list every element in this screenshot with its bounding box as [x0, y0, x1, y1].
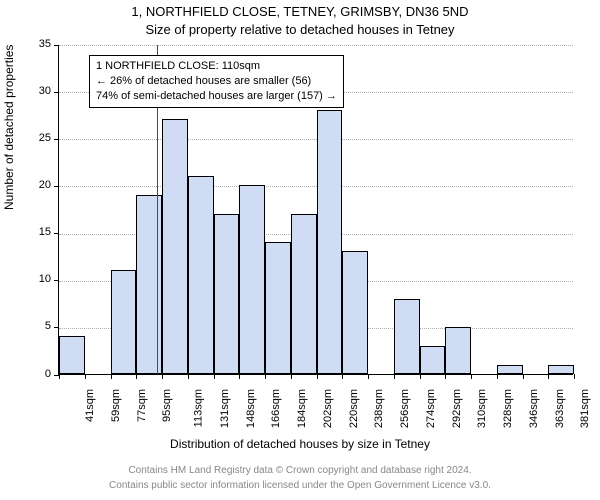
histogram-bar [59, 336, 85, 374]
histogram-bar [111, 270, 137, 374]
x-tick [368, 374, 369, 379]
y-tick-label: 5 [45, 320, 51, 332]
chart-subtitle: Size of property relative to detached ho… [0, 22, 600, 37]
x-tick [265, 374, 266, 379]
histogram-bar [445, 327, 471, 374]
histogram-bar [317, 110, 343, 374]
x-tick [523, 374, 524, 379]
x-tick-label: 184sqm [296, 389, 308, 428]
x-tick [162, 374, 163, 379]
histogram-bar [420, 346, 446, 374]
x-tick-label: 310sqm [476, 389, 488, 428]
x-tick-label: 346sqm [528, 389, 540, 428]
x-tick [317, 374, 318, 379]
histogram-bar [214, 214, 240, 374]
y-tick-label: 20 [39, 179, 51, 191]
y-tick-label: 30 [39, 85, 51, 97]
histogram-bar [162, 119, 188, 374]
plot-area: 0510152025303541sqm59sqm77sqm95sqm113sqm… [58, 45, 573, 375]
x-tick [497, 374, 498, 379]
y-tick-label: 35 [39, 38, 51, 50]
annotation-line: 74% of semi-detached houses are larger (… [96, 89, 337, 104]
grid-line [59, 45, 573, 46]
histogram-bar [265, 242, 291, 374]
x-tick [85, 374, 86, 379]
histogram-bar [188, 176, 214, 374]
x-tick [136, 374, 137, 379]
x-tick [239, 374, 240, 379]
x-tick-label: 292sqm [451, 389, 463, 428]
x-tick-label: 41sqm [84, 389, 96, 422]
histogram-bar [291, 214, 317, 374]
x-tick-label: 166sqm [270, 389, 282, 428]
x-tick [445, 374, 446, 379]
annotation-line: 1 NORTHFIELD CLOSE: 110sqm [96, 59, 337, 74]
x-axis-label: Distribution of detached houses by size … [0, 437, 600, 451]
histogram-bar [548, 365, 574, 374]
x-tick [420, 374, 421, 379]
x-tick [394, 374, 395, 379]
annotation-line: ← 26% of detached houses are smaller (56… [96, 74, 337, 89]
x-tick [548, 374, 549, 379]
chart-container: { "title": "1, NORTHFIELD CLOSE, TETNEY,… [0, 0, 600, 500]
x-tick-label: 95sqm [161, 389, 173, 422]
x-tick-label: 202sqm [322, 389, 334, 428]
x-tick [111, 374, 112, 379]
annotation-box: 1 NORTHFIELD CLOSE: 110sqm← 26% of detac… [89, 55, 344, 108]
x-tick-label: 274sqm [425, 389, 437, 428]
x-tick-label: 59sqm [110, 389, 122, 422]
x-tick-label: 238sqm [373, 389, 385, 428]
x-tick [188, 374, 189, 379]
x-tick-label: 381sqm [579, 389, 591, 428]
histogram-bar [394, 299, 420, 374]
x-tick [214, 374, 215, 379]
x-tick-label: 256sqm [399, 389, 411, 428]
attribution-line-1: Contains HM Land Registry data © Crown c… [0, 465, 600, 476]
x-tick-label: 220sqm [348, 389, 360, 428]
histogram-bar [342, 251, 368, 374]
x-tick [59, 374, 60, 379]
histogram-bar [239, 185, 265, 374]
attribution-line-2: Contains public sector information licen… [0, 480, 600, 491]
histogram-bar [497, 365, 523, 374]
x-tick-label: 148sqm [245, 389, 257, 428]
x-tick [342, 374, 343, 379]
x-tick-label: 77sqm [136, 389, 148, 422]
x-tick-label: 131sqm [219, 389, 231, 428]
chart-title: 1, NORTHFIELD CLOSE, TETNEY, GRIMSBY, DN… [0, 4, 600, 19]
x-tick [574, 374, 575, 379]
x-tick [471, 374, 472, 379]
y-tick-label: 25 [39, 132, 51, 144]
y-tick-label: 15 [39, 226, 51, 238]
y-tick-label: 0 [45, 368, 51, 380]
y-tick-label: 10 [39, 273, 51, 285]
x-tick [291, 374, 292, 379]
x-tick-label: 363sqm [554, 389, 566, 428]
y-axis-label: Number of detached properties [2, 45, 16, 210]
x-tick-label: 328sqm [502, 389, 514, 428]
x-tick-label: 113sqm [192, 389, 204, 427]
